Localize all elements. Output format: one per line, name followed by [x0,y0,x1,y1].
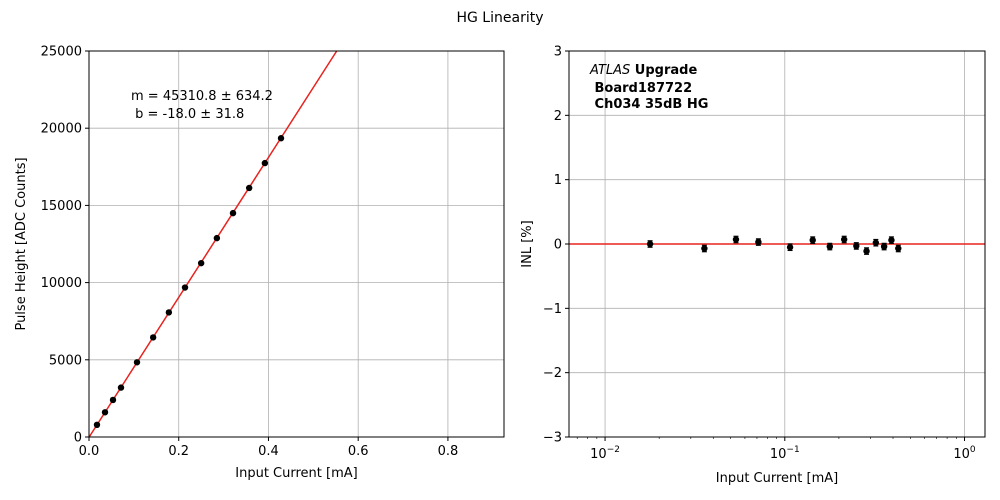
left-data-point [165,309,173,316]
left-data-point [117,384,125,391]
left-data-point [261,159,269,167]
channel-label: Ch034 35dB HG [590,97,708,112]
right-chart: 10−2 10−1 100 −3 −2 −1 0 1 2 3 Input Current [mA… [520,45,986,486]
fit-annotation-intercept: b = -18.0 ± 31.8 [131,107,244,122]
right-y-ticks: −3 −2 −1 0 1 2 3 [543,45,569,446]
fit-annotation-slope: m = 45310.8 ± 634.2 [131,89,273,104]
left-data-point [181,284,189,291]
atlas-label: ATLAS [589,63,630,78]
left-y-tick-label: 20000 [41,122,82,137]
left-data-point [93,421,101,429]
inl-data-point [826,243,834,250]
left-data-point [213,234,221,242]
inl-data-point [646,240,654,248]
left-data-point [277,135,285,142]
left-x-tick-label: 0.6 [348,444,369,459]
left-fit-line-group [88,50,338,438]
right-x-tick-label: 100 [953,445,976,462]
inl-data-point [872,239,880,246]
right-y-tick-label: −3 [543,431,562,446]
inl-data-point [732,236,740,243]
atlas-annotation-line1: ATLAS Upgrade [589,63,697,78]
right-y-tick-label: −1 [543,302,562,317]
right-x-tick-label: 10−1 [770,445,800,462]
right-x-axis-label: Input Current [mA] [716,471,838,486]
inl-data-point [701,245,708,252]
left-y-tick-label: 5000 [49,353,82,368]
right-y-tick-label: 2 [554,109,562,124]
inl-data-point [809,236,816,244]
left-data-point [101,409,109,416]
left-x-tick-label: 0.8 [438,444,459,459]
left-data-point [197,259,205,267]
right-y-tick-label: 3 [554,45,562,60]
inl-data-point [755,238,762,246]
left-x-tick-label: 0.0 [79,444,100,459]
inl-data-point [863,247,870,255]
inl-data-point [786,244,794,251]
left-data-point [149,334,157,341]
upgrade-label: Upgrade [630,63,697,78]
left-y-tick-label: 25000 [41,45,82,60]
inl-data-point [880,243,888,250]
left-chart: 0.0 0.2 0.4 0.6 0.8 0 5000 10000 15000 20000 2500… [14,45,505,481]
fit-line [88,50,338,438]
left-data-point [109,396,117,404]
inl-data-point [853,242,860,250]
left-x-tick-label: 0.2 [168,444,189,459]
right-y-axis-label: INL [%] [520,220,535,267]
right-y-tick-label: 0 [554,238,562,253]
left-y-tick-label: 15000 [41,199,82,214]
right-x-tick-label: 10−2 [590,445,620,462]
left-data-point [245,184,253,192]
left-y-axis-label: Pulse Height [ADC Counts] [14,157,29,330]
right-data-points [646,235,902,255]
right-x-ticks: 10−2 10−1 100 [576,437,976,462]
left-plot-frame [88,50,505,438]
board-label: Board187722 [590,81,692,96]
inl-data-point [888,236,895,244]
left-x-ticks: 0.0 0.2 0.4 0.6 0.8 [79,437,459,459]
left-y-tick-label: 10000 [41,276,82,291]
left-y-ticks: 0 5000 10000 15000 20000 25000 [41,45,89,446]
inl-data-point [895,245,902,252]
right-y-tick-label: −2 [543,366,562,381]
figure-title: HG Linearity [456,10,543,26]
left-data-points [93,135,285,429]
left-data-point [133,359,141,366]
left-data-point [229,209,237,217]
left-x-axis-label: Input Current [mA] [235,466,357,481]
left-x-tick-label: 0.4 [258,444,279,459]
left-y-tick-label: 0 [74,431,82,446]
inl-data-point [840,236,848,243]
right-y-tick-label: 1 [554,173,562,188]
